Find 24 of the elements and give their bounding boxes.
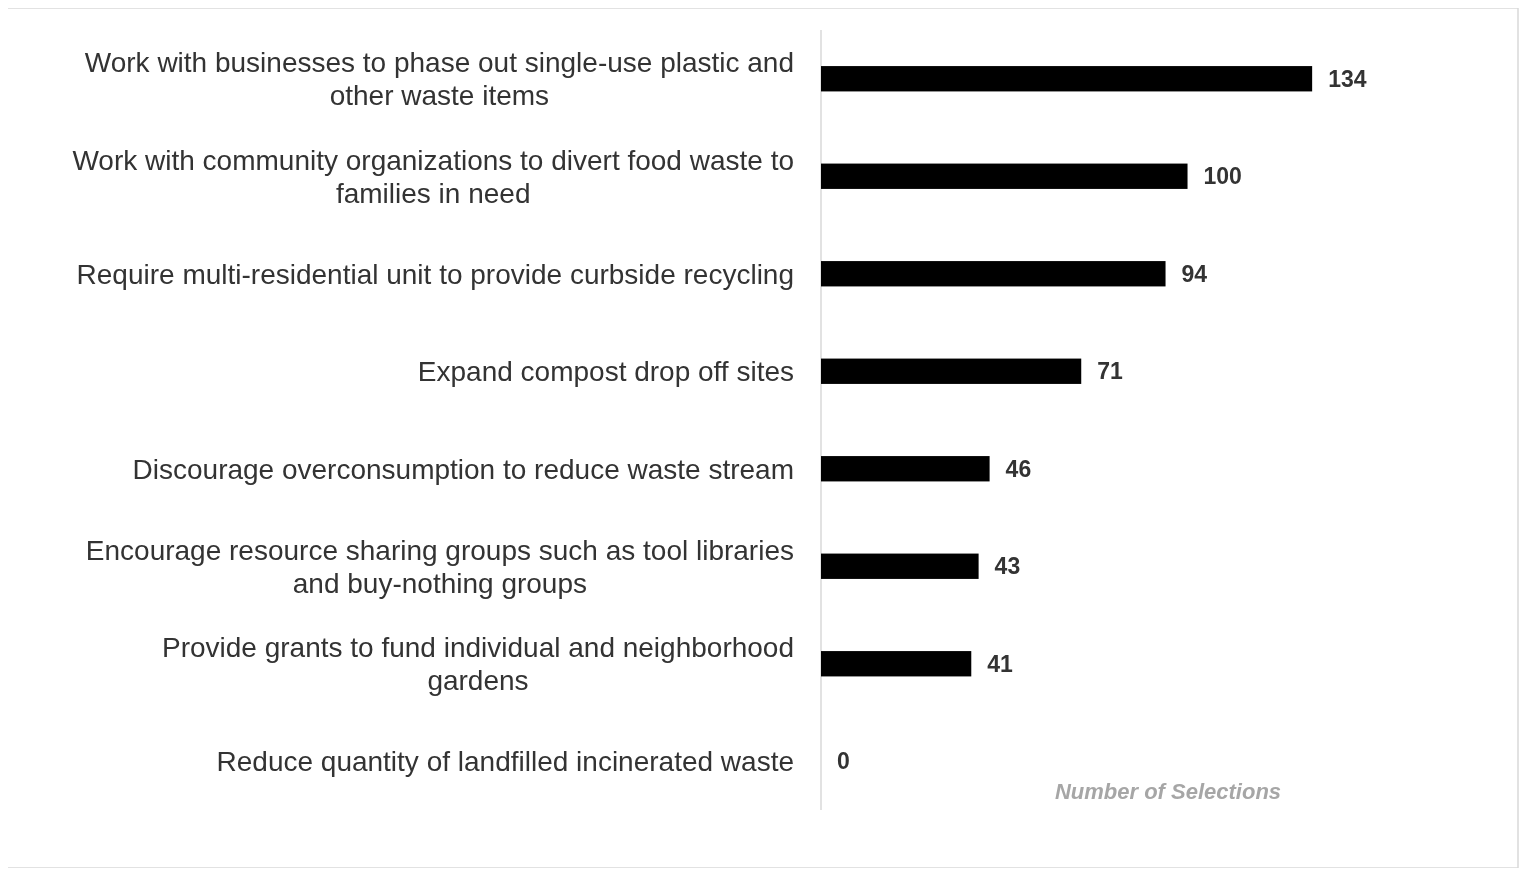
bar	[821, 66, 1313, 92]
bar	[821, 456, 990, 482]
y-tick-label: Discourage overconsumption to reduce waste stream	[132, 453, 794, 485]
x-axis-title: Number of Selections	[1054, 778, 1282, 804]
y-tick-label: Work with community organizations to divert food waste to families in need	[72, 144, 794, 209]
y-tick-label: Provide grants to fund individual and neighborhood gardens	[161, 632, 794, 697]
bar	[821, 163, 1188, 189]
y-tick-label: Require multi-residential unit to provide curbside recycling	[76, 258, 794, 290]
data-label: 134	[1328, 65, 1367, 92]
data-label: 100	[1203, 163, 1242, 190]
bar	[821, 553, 979, 579]
bar	[821, 261, 1166, 287]
y-tick-label: Reduce quantity of landfilled incinerated waste	[216, 746, 795, 778]
data-label: 43	[994, 553, 1021, 580]
data-label: 0	[837, 748, 850, 775]
data-label: 41	[987, 650, 1014, 677]
y-tick-label: Encourage resource sharing groups such as tool libraries and buy-nothing groups	[85, 534, 794, 599]
data-label: 46	[1005, 455, 1032, 482]
y-tick-label: Expand compost drop off sites	[417, 356, 794, 388]
bar	[821, 651, 972, 677]
y-tick-label: Work with businesses to phase out single-use plastic and other waste items	[84, 47, 794, 112]
data-label: 94	[1181, 260, 1208, 287]
bar	[821, 358, 1082, 384]
data-label: 71	[1097, 358, 1124, 385]
